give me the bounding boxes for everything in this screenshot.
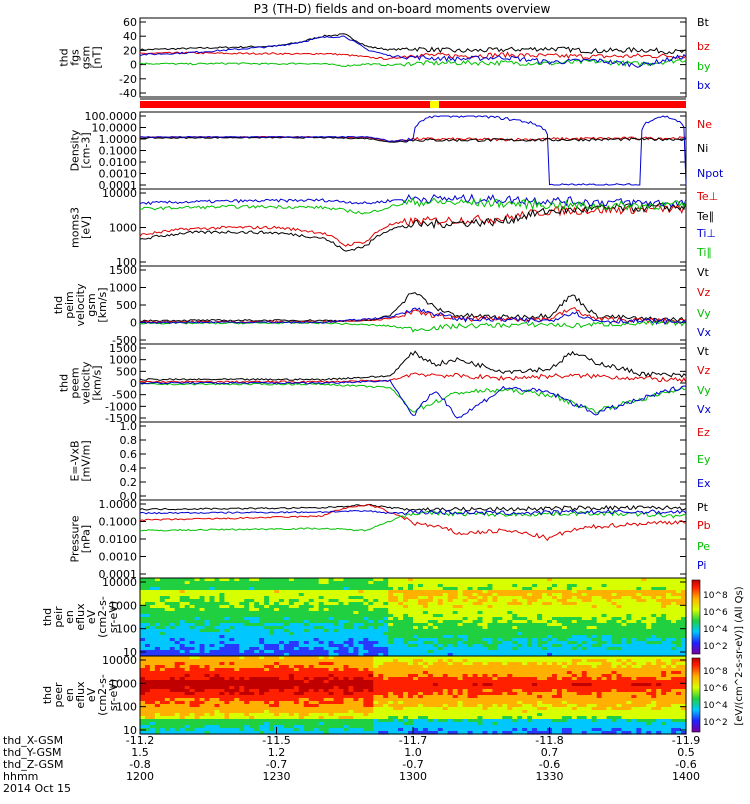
panel-peir: 10000100010010thdpeirenefluxeV(cm2-s-sr-… <box>41 576 687 659</box>
legend-entry: Vz <box>697 364 711 377</box>
series-line-bz <box>140 52 686 59</box>
legend-entry: Vt <box>697 345 710 358</box>
y-tick-label: 0.2 <box>120 476 138 489</box>
panel-peer: 10000100010010thdpeerenefluxeV(cm2-s-sr-… <box>41 654 687 737</box>
heatmap-peer <box>140 656 687 735</box>
legend-entry: Ti∥ <box>696 246 712 259</box>
series-line-Pt <box>140 504 686 511</box>
status-bar <box>140 101 686 108</box>
legend-entry: Ne <box>697 118 712 131</box>
legend-entry: Ex <box>697 477 711 490</box>
y-tick-label: 1000 <box>109 222 137 235</box>
legend-entry: bx <box>697 79 711 92</box>
legend-entry: Ni <box>697 142 708 155</box>
y-tick-label: -20 <box>119 73 137 86</box>
legend-entry: by <box>697 60 711 73</box>
legend-entry: Pe <box>697 540 710 553</box>
y-axis-label-line: [mV/m] <box>80 440 93 481</box>
legend-entry: Bt <box>697 16 710 29</box>
legend-entry: Vz <box>697 286 711 299</box>
y-axis-label: E=-VxB[mV/m] <box>69 440 93 481</box>
status-bar-marker <box>430 101 439 108</box>
legend-entry: Pb <box>697 519 711 532</box>
y-tick-label: 60 <box>123 16 137 29</box>
y-axis-label-line: [cm-3] <box>80 132 93 168</box>
y-tick-label: 0.0100 <box>99 533 138 546</box>
y-tick-label: 1.0000 <box>99 498 138 511</box>
y-tick-label: 1.0 <box>120 420 138 433</box>
y-axis-label: moms3[eV] <box>69 207 93 248</box>
y-tick-label: 0.8 <box>120 434 138 447</box>
y-axis-label-line: [km/s] <box>91 365 104 400</box>
legend-entry: Ez <box>697 426 710 439</box>
y-axis-label: Density[cm-3] <box>69 129 93 171</box>
y-axis-label-line: [km/s] <box>96 287 109 322</box>
panel-peem: 150010005000-500-1000-1500thdpeemvelocit… <box>58 342 712 425</box>
y-tick-label: 0.0010 <box>99 551 138 564</box>
legend-entry: Vt <box>697 266 710 279</box>
y-tick-label: 0 <box>130 59 137 72</box>
panels-layer: 6040200-20-40thdfgsgsm[nT]Btbzbybx100.00… <box>41 16 745 737</box>
series-line-Pi <box>140 510 686 515</box>
y-axis-label-line: [nT] <box>91 46 104 68</box>
y-tick-label: 0.6 <box>120 448 138 461</box>
legend-entry: Npot <box>697 167 724 180</box>
series-line-Vz <box>140 373 686 383</box>
y-tick-label: 1000 <box>109 282 137 295</box>
series-line-Npot <box>140 116 686 185</box>
y-axis-label-line: [eV] <box>80 216 93 239</box>
y-tick-label: 0.4 <box>120 462 138 475</box>
series-line-Vy <box>140 383 686 413</box>
legend-entry: Pt <box>697 501 709 514</box>
y-axis-label-line: [nPa] <box>80 525 93 553</box>
panel-frame <box>140 422 686 500</box>
y-tick-label: 40 <box>123 30 137 43</box>
legend-entry: Vy <box>697 307 711 320</box>
legend-entry: Pi <box>697 559 706 572</box>
legend-entry: Te⊥ <box>696 190 718 203</box>
series-line-Pe <box>140 511 686 531</box>
panel-pressure: 1.00000.10000.01000.00100.0001Pressure[n… <box>69 498 711 581</box>
panel-density: 100.000010.00001.00000.10000.01000.00100… <box>69 110 724 192</box>
y-tick-label: 0 <box>130 317 137 330</box>
series-line-Vt <box>140 351 686 380</box>
y-tick-label: 10000 <box>102 576 137 589</box>
y-tick-label: 1500 <box>109 264 137 277</box>
y-axis-label: Pressure[nPa] <box>69 515 93 562</box>
legend-entry: Ti⊥ <box>696 227 716 240</box>
legend-entry: bz <box>697 40 710 53</box>
panel-peim: 150010005000-500thdpeimvelocitygsm[km/s]… <box>52 264 712 347</box>
panel-frame <box>140 112 686 189</box>
legend-entry: Vy <box>697 384 711 397</box>
y-tick-label: -40 <box>119 87 137 100</box>
legend-entry: Ey <box>697 453 711 466</box>
y-tick-label: 0.1000 <box>99 516 138 529</box>
y-tick-label: 20 <box>123 44 137 57</box>
y-axis-label-line: sr-eV) <box>107 601 120 633</box>
y-tick-label: 500 <box>116 299 137 312</box>
y-tick-label: 10000 <box>102 187 137 200</box>
legend-entry: Te∥ <box>696 210 714 223</box>
series-line-Vy <box>140 321 686 332</box>
legend-entry: Vx <box>697 403 712 416</box>
heatmap-peir <box>140 578 687 657</box>
chart-title: P3 (TH-D) fields and on-board moments ov… <box>254 2 551 16</box>
legend-entry: Vx <box>697 326 712 339</box>
